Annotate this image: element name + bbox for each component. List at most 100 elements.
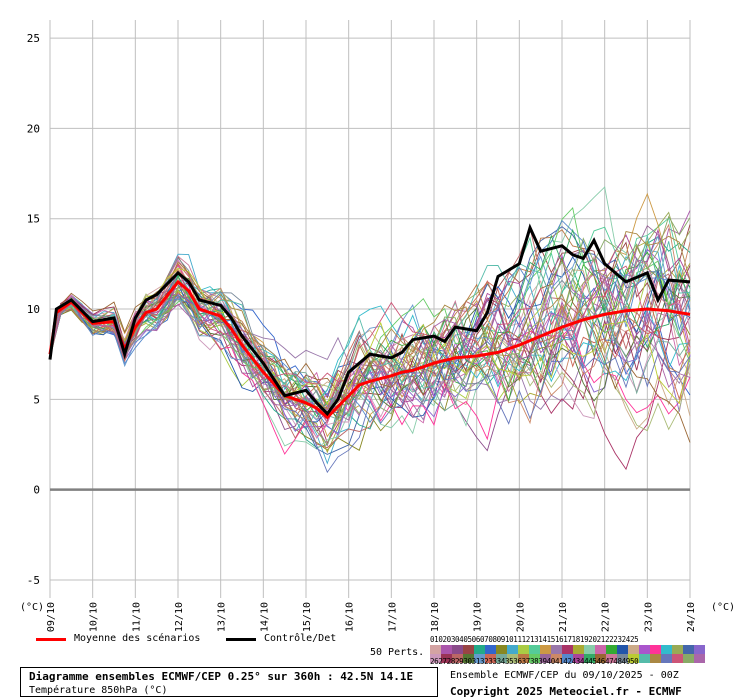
palette-swatch: [628, 645, 639, 654]
x-tick-label: 24/10: [686, 602, 697, 632]
run-info: Ensemble ECMWF/CEP du 09/10/2025 - 00Z: [450, 670, 679, 681]
control-legend-label: Contrôle/Det: [264, 633, 337, 644]
palette-swatch: [606, 645, 617, 654]
mean-legend-swatch: [36, 638, 66, 641]
palette-swatch: [672, 645, 683, 654]
x-tick-label: 17/10: [387, 602, 398, 632]
palette-swatch: [617, 645, 628, 654]
palette-row-bottom: [430, 654, 705, 663]
x-tick-label: 13/10: [217, 602, 228, 632]
palette-swatch: [694, 654, 705, 663]
palette-swatch: [551, 654, 562, 663]
palette-swatch: [441, 645, 452, 654]
palette-swatch: [540, 654, 551, 663]
palette-swatch: [639, 645, 650, 654]
x-tick-label: 14/10: [259, 602, 270, 632]
y-axis-unit-left: (°C): [20, 602, 44, 613]
x-tick-label: 23/10: [643, 602, 654, 632]
perturbation-line: [49, 230, 691, 412]
palette-swatch: [672, 654, 683, 663]
x-tick-label: 22/10: [601, 602, 612, 632]
palette-swatch: [529, 645, 540, 654]
y-tick-label: 5: [33, 393, 40, 406]
palette-swatch: [628, 654, 639, 663]
palette-swatch: [452, 654, 463, 663]
copyright: Copyright 2025 Meteociel.fr - ECMWF: [450, 685, 682, 698]
chart-title: Diagramme ensembles ECMWF/CEP 0.25° sur …: [29, 670, 414, 683]
mean-legend-label: Moyenne des scénarios: [74, 633, 201, 644]
palette-swatch: [430, 654, 441, 663]
x-tick-label: 10/10: [89, 602, 100, 632]
control-series-line: [48, 223, 691, 417]
palette-swatch: [496, 654, 507, 663]
y-tick-label: 20: [27, 122, 40, 135]
x-tick-label: 21/10: [558, 602, 569, 632]
palette-swatch: [540, 645, 551, 654]
palette-swatch: [617, 654, 628, 663]
perts-label: 50 Perts.: [370, 647, 425, 658]
perturbation-line: [49, 255, 691, 423]
perturbation-line: [49, 265, 691, 385]
palette-swatch: [584, 654, 595, 663]
y-axis-ticks: -5 0 5 10 15 20 25: [27, 32, 40, 587]
palette-swatch: [551, 645, 562, 654]
control-legend-swatch: [226, 638, 256, 641]
y-tick-label: 0: [33, 484, 40, 497]
x-tick-label: 20/10: [515, 602, 526, 632]
palette-swatch: [518, 645, 529, 654]
palette-swatch: [661, 645, 672, 654]
mean-series-line: [48, 279, 691, 420]
palette-numbers-bottom: 2627282930313233343536373839404142434445…: [430, 657, 639, 666]
perturbation-line: [49, 276, 691, 417]
perturbation-line: [49, 295, 691, 418]
perturbation-line: [49, 215, 691, 446]
x-tick-label: 09/10: [46, 602, 57, 632]
palette-swatch: [650, 654, 661, 663]
palette-swatch: [595, 645, 606, 654]
palette-swatch: [463, 645, 474, 654]
perturbation-line: [49, 255, 691, 424]
y-tick-label: -5: [27, 574, 40, 587]
palette-swatch: [661, 654, 672, 663]
chart-subtitle: Température 850hPa (°C): [29, 685, 168, 696]
x-tick-label: 19/10: [473, 602, 484, 632]
palette-swatch: [463, 654, 474, 663]
palette-swatch: [496, 645, 507, 654]
palette-swatch: [595, 654, 606, 663]
palette-swatch: [485, 645, 496, 654]
ensemble-chart: -5 0 5 10 15 20 25 09/10 10/10 11/10 12/10 13/10 14…: [20, 20, 735, 632]
perturbation-line: [49, 257, 691, 415]
palette-swatch: [562, 654, 573, 663]
y-tick-label: 25: [27, 32, 40, 45]
perturbation-lines: [49, 186, 691, 474]
y-tick-label: 15: [27, 213, 40, 226]
y-axis-unit-right: (°C): [711, 602, 735, 613]
perturbation-line: [49, 234, 691, 421]
palette-swatch: [441, 654, 452, 663]
palette-swatch: [474, 654, 485, 663]
palette-row-top: [430, 645, 705, 654]
palette-swatch: [507, 654, 518, 663]
palette-swatch: [683, 645, 694, 654]
x-axis-ticks: 09/10 10/10 11/10 12/10 13/10 14/10 15/10 16/10…: [46, 602, 697, 632]
palette-swatch: [573, 654, 584, 663]
chart-title-box: Diagramme ensembles ECMWF/CEP 0.25° sur …: [20, 667, 438, 697]
palette-swatch: [518, 654, 529, 663]
palette-swatch: [562, 645, 573, 654]
x-tick-label: 18/10: [430, 602, 441, 632]
y-tick-label: 10: [27, 303, 40, 316]
palette-swatch: [694, 645, 705, 654]
x-tick-label: 15/10: [302, 602, 313, 632]
palette-swatch: [452, 645, 463, 654]
palette-swatch: [683, 654, 694, 663]
palette-swatch: [650, 645, 661, 654]
palette-numbers-top: 0102030405060708091011121314151617181920…: [430, 635, 639, 644]
perturbation-line: [49, 228, 691, 418]
x-tick-label: 12/10: [174, 602, 185, 632]
palette-swatch: [430, 645, 441, 654]
x-tick-label: 16/10: [345, 602, 356, 632]
palette-swatch: [584, 645, 595, 654]
perturbation-line: [49, 235, 691, 403]
palette-swatch: [485, 654, 496, 663]
main-series: [48, 223, 691, 420]
